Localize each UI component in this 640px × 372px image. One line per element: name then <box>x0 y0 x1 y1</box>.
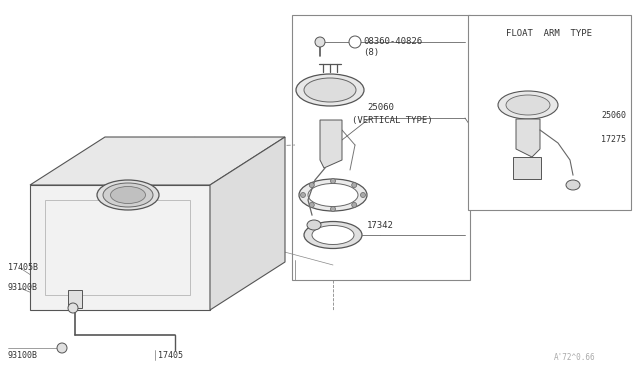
Text: 17275: 17275 <box>601 135 626 144</box>
Text: 08360-40826: 08360-40826 <box>363 38 422 46</box>
Text: 17342: 17342 <box>367 221 394 230</box>
Circle shape <box>57 343 67 353</box>
Circle shape <box>349 36 361 48</box>
Text: 25060: 25060 <box>367 103 394 112</box>
Circle shape <box>309 202 314 208</box>
Ellipse shape <box>312 225 354 244</box>
Ellipse shape <box>304 78 356 102</box>
Circle shape <box>360 192 365 198</box>
Bar <box>513 157 541 179</box>
Bar <box>68 290 82 308</box>
Ellipse shape <box>103 183 153 207</box>
Ellipse shape <box>97 180 159 210</box>
Circle shape <box>68 303 78 313</box>
Text: A'72^0.66: A'72^0.66 <box>554 353 595 362</box>
Text: 93100B: 93100B <box>8 350 38 359</box>
Ellipse shape <box>506 95 550 115</box>
Ellipse shape <box>111 186 145 203</box>
Circle shape <box>352 202 356 208</box>
Circle shape <box>352 183 356 187</box>
Text: (VERTICAL TYPE): (VERTICAL TYPE) <box>352 115 433 125</box>
Ellipse shape <box>304 221 362 248</box>
Ellipse shape <box>307 220 321 230</box>
Ellipse shape <box>566 180 580 190</box>
Polygon shape <box>516 119 540 157</box>
Text: 17405B: 17405B <box>8 263 38 273</box>
Text: 17201: 17201 <box>482 135 509 144</box>
Polygon shape <box>210 137 285 310</box>
Circle shape <box>309 183 314 187</box>
Text: 25060: 25060 <box>601 110 626 119</box>
Bar <box>292 15 470 280</box>
Bar <box>468 15 631 210</box>
Text: S: S <box>353 39 357 45</box>
Circle shape <box>330 179 335 183</box>
Text: 93100B: 93100B <box>8 283 38 292</box>
Polygon shape <box>30 137 285 185</box>
Ellipse shape <box>308 183 358 206</box>
Circle shape <box>315 37 325 47</box>
Text: (8): (8) <box>363 48 379 57</box>
Polygon shape <box>30 185 210 310</box>
Circle shape <box>301 192 305 198</box>
Text: FLOAT  ARM  TYPE: FLOAT ARM TYPE <box>506 29 592 38</box>
Circle shape <box>330 206 335 212</box>
Ellipse shape <box>498 91 558 119</box>
Polygon shape <box>320 120 342 168</box>
Ellipse shape <box>299 179 367 211</box>
Text: 17405: 17405 <box>158 350 183 359</box>
Ellipse shape <box>296 74 364 106</box>
